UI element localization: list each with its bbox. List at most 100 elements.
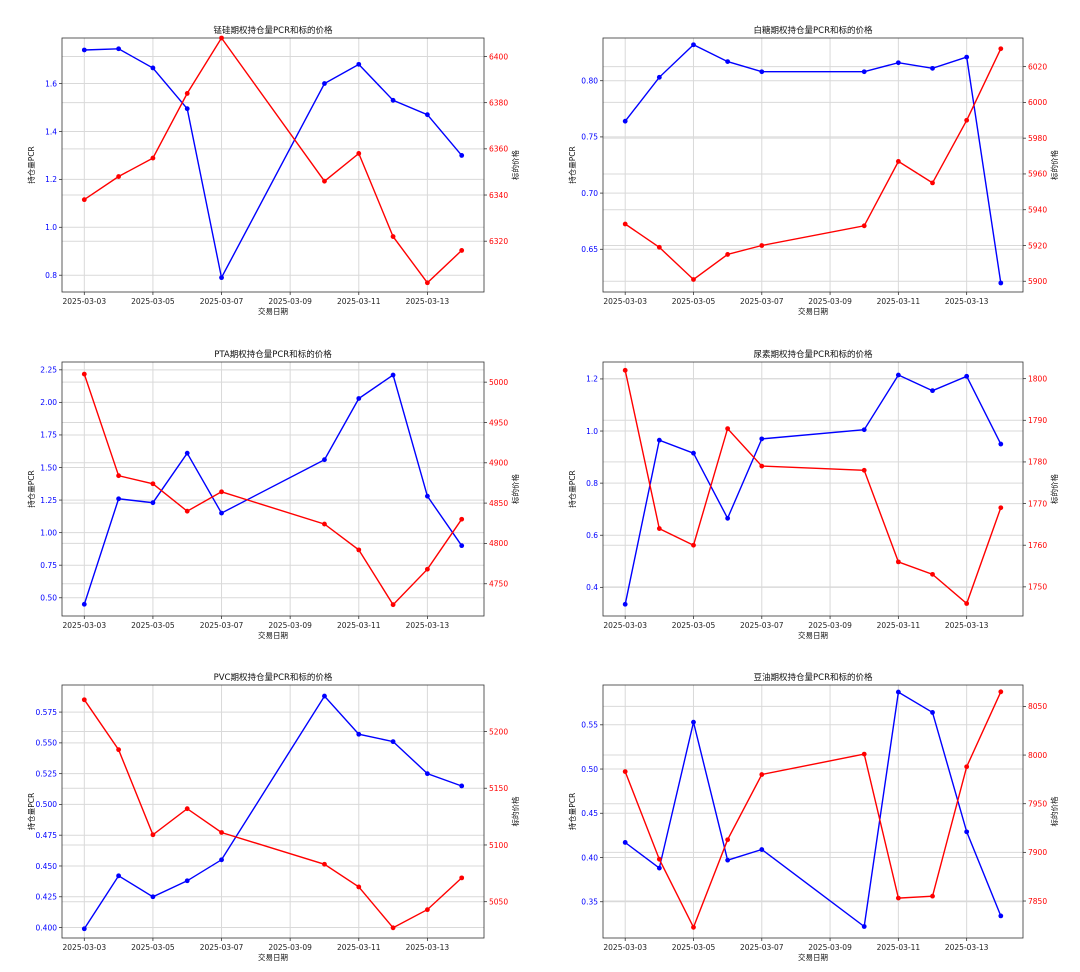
x-tick-label: 2025-03-13 xyxy=(406,297,450,306)
pcr-data-point xyxy=(861,427,867,433)
y-tick-label-left: 0.65 xyxy=(581,245,598,254)
y-tick-label-right: 5100 xyxy=(489,841,508,850)
y-tick-label-right: 6400 xyxy=(489,52,508,61)
x-tick-label: 2025-03-11 xyxy=(337,621,381,630)
y-tick-label-right: 5050 xyxy=(489,897,508,906)
pcr-data-point xyxy=(656,865,662,871)
x-tick-label: 2025-03-13 xyxy=(945,943,989,952)
y-axis-label-left: 持仓量PCR xyxy=(567,470,577,507)
pcr-data-point xyxy=(116,873,122,879)
plot-frame xyxy=(602,361,1024,617)
chart-title: PTA期权持仓量PCR和标的价格 xyxy=(214,349,332,360)
pcr-data-point xyxy=(424,112,430,118)
pcr-data-point xyxy=(322,693,327,699)
price-data-point xyxy=(150,481,156,487)
y-tick-label-right: 5000 xyxy=(489,378,508,387)
chart-panel-3: 2025-03-03 2025-03-05 2025-03-07 2025-03-09… xyxy=(26,349,520,640)
x-tick-label: 2025-03-11 xyxy=(337,943,381,952)
pcr-data-point xyxy=(219,510,224,516)
x-tick-label: 2025-03-07 xyxy=(740,621,784,630)
y-tick-label-left: 1.0 xyxy=(586,427,598,436)
y-axis-label-left: 持仓量PCR xyxy=(26,470,36,507)
pcr-series-line xyxy=(624,374,1002,605)
price-data-point xyxy=(81,371,87,377)
x-axis-label: 交易日期 xyxy=(258,952,288,962)
x-axis-label: 交易日期 xyxy=(258,630,288,640)
pcr-data-point xyxy=(116,496,122,502)
pcr-data-point xyxy=(184,450,190,456)
pcr-data-point xyxy=(622,118,628,124)
price-data-point xyxy=(861,751,867,757)
y-tick-label-right: 4850 xyxy=(489,499,508,508)
y-tick-label-left: 1.00 xyxy=(40,528,57,537)
x-tick-label: 2025-03-05 xyxy=(131,297,175,306)
price-data-point xyxy=(656,856,662,862)
pcr-data-point xyxy=(691,719,696,725)
y-tick-label-right: 5150 xyxy=(489,784,508,793)
plot-frame xyxy=(61,37,485,293)
price-data-point xyxy=(424,907,430,913)
pcr-data-point xyxy=(322,457,327,463)
price-data-point xyxy=(998,505,1004,511)
plot-frame xyxy=(602,684,1024,939)
pcr-data-point xyxy=(759,436,765,442)
pcr-data-point xyxy=(390,97,396,103)
chart-panel-5: 2025-03-03 2025-03-05 2025-03-07 2025-03-09… xyxy=(26,672,520,962)
price-data-point xyxy=(725,837,731,843)
x-tick-label: 2025-03-07 xyxy=(200,943,244,952)
price-data-point xyxy=(895,559,901,565)
x-tick-label: 2025-03-03 xyxy=(603,621,647,630)
y-tick-label-left: 2.00 xyxy=(40,398,57,407)
pcr-data-point xyxy=(356,396,362,401)
x-tick-label: 2025-03-07 xyxy=(740,297,784,306)
y-axis-label-left: 持仓量PCR xyxy=(26,793,36,830)
pcr-data-point xyxy=(459,543,465,549)
price-data-point xyxy=(861,223,867,229)
price-data-point xyxy=(725,426,731,432)
x-tick-label: 2025-03-03 xyxy=(63,297,107,306)
pcr-data-point xyxy=(150,894,156,900)
price-data-point xyxy=(930,893,935,899)
price-data-point xyxy=(459,875,465,881)
price-data-point xyxy=(184,91,190,96)
y-tick-label-left: 0.40 xyxy=(581,853,598,862)
pcr-data-point xyxy=(656,437,662,443)
x-tick-label: 2025-03-11 xyxy=(877,297,921,306)
pcr-series-line xyxy=(83,694,462,930)
y-tick-label-right: 4900 xyxy=(489,459,508,468)
price-series-line xyxy=(624,370,1002,605)
y-tick-label-left: 1.75 xyxy=(40,431,57,440)
x-tick-label: 2025-03-09 xyxy=(808,297,852,306)
x-axis-label: 交易日期 xyxy=(798,630,828,640)
y-tick-label-right: 7850 xyxy=(1028,897,1047,906)
y-tick-label-right: 7950 xyxy=(1028,800,1047,809)
price-data-point xyxy=(895,895,901,901)
y-axis-label-right: 标的价格 xyxy=(1049,474,1059,504)
y-tick-label-right: 4950 xyxy=(489,418,508,427)
y-tick-label-left: 1.2 xyxy=(586,375,598,384)
pcr-data-point xyxy=(81,601,87,607)
y-tick-label-left: 0.70 xyxy=(581,189,598,198)
price-data-point xyxy=(184,508,190,514)
pcr-data-point xyxy=(895,689,901,695)
y-tick-label-left: 0.525 xyxy=(36,769,58,778)
pcr-data-point xyxy=(322,81,327,86)
pcr-data-point xyxy=(759,69,765,75)
price-series-line xyxy=(83,373,463,606)
x-axis-label: 交易日期 xyxy=(258,306,288,316)
y-tick-label-left: 0.6 xyxy=(586,531,598,540)
y-tick-label-left: 0.425 xyxy=(36,893,58,902)
y-axis-label-right: 标的价格 xyxy=(510,474,520,504)
y-tick-label-right: 6380 xyxy=(489,98,508,107)
x-tick-label: 2025-03-13 xyxy=(406,621,450,630)
plot-frame xyxy=(602,37,1024,293)
chart-title: 尿素期权持仓量PCR和标的价格 xyxy=(754,349,873,360)
pcr-data-point xyxy=(895,60,901,66)
y-tick-label-left: 0.475 xyxy=(36,831,58,840)
x-tick-label: 2025-03-11 xyxy=(877,621,921,630)
pcr-data-point xyxy=(81,47,87,53)
y-tick-label-right: 5940 xyxy=(1028,206,1047,215)
chart-panel-6: 2025-03-03 2025-03-05 2025-03-07 2025-03-09… xyxy=(567,672,1059,962)
price-data-point xyxy=(691,542,696,548)
